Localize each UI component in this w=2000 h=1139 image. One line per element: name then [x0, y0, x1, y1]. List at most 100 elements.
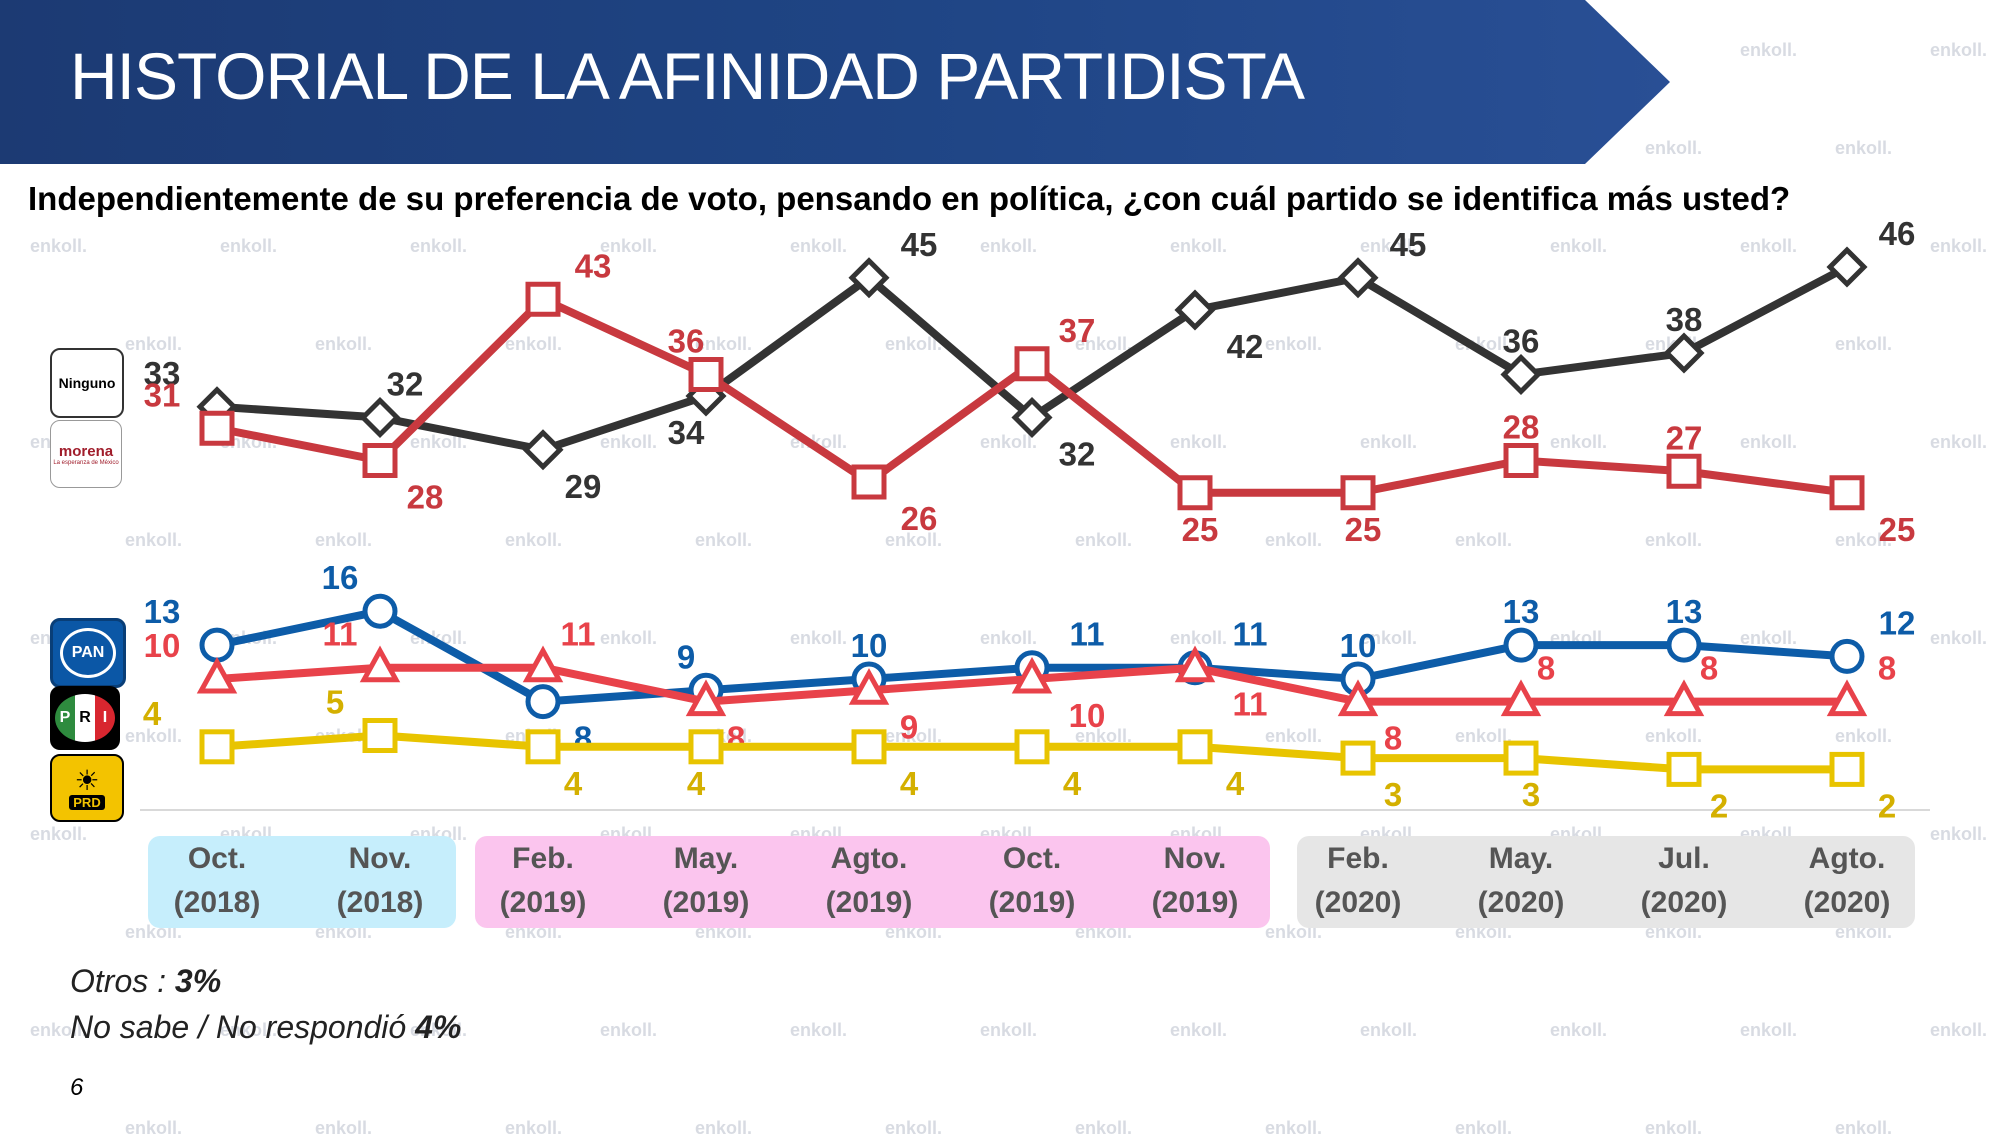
data-point-pan: [1666, 627, 1702, 663]
x-tick-label-year: (2019): [500, 886, 587, 919]
data-label-ninguno: 42: [1227, 328, 1264, 365]
data-point-pri: [1011, 656, 1053, 694]
data-point-pan: [362, 593, 398, 629]
data-point-ninguno: [1663, 332, 1705, 374]
pan-logo: PAN: [50, 618, 126, 688]
period-2019-box: [475, 836, 1270, 928]
title-banner: HISTORIAL DE LA AFINIDAD PARTIDISTA: [0, 0, 1670, 164]
data-label-morena: 28: [407, 479, 444, 516]
data-point-pri: [1174, 645, 1216, 683]
sun-icon: ☀: [74, 764, 100, 796]
x-tick-label-year: (2020): [1641, 886, 1728, 919]
data-point-morena: [362, 443, 398, 478]
x-tick-label-month: May.: [674, 842, 738, 875]
nosabe-label: No sabe / No respondió: [70, 1009, 416, 1045]
x-tick-label-year: (2019): [826, 886, 913, 919]
data-point-morena: [1340, 475, 1376, 511]
data-point-pri: [685, 679, 727, 717]
page-title: HISTORIAL DE LA AFINIDAD PARTIDISTA: [70, 39, 1305, 113]
data-label-pri: 8: [1537, 650, 1555, 687]
watermark-text: enkoll.: [1835, 726, 1893, 746]
prd-logo-text: PRD: [69, 794, 105, 810]
otros-note: Otros : 3%: [70, 958, 461, 1004]
data-label-morena: 28: [1503, 409, 1540, 446]
data-point-prd: [362, 718, 398, 753]
watermark-text: enkoll.: [125, 334, 183, 354]
data-label-pan: 9: [677, 638, 695, 675]
data-label-ninguno: 33: [144, 355, 181, 392]
watermark-text: enkoll.: [1075, 726, 1133, 746]
data-point-ninguno: [1011, 396, 1053, 439]
survey-question: Independientemente de su preferencia de …: [28, 180, 1791, 217]
data-label-pri: 11: [561, 616, 596, 653]
watermark-text: enkoll.: [695, 334, 753, 354]
data-label-morena: 37: [1059, 312, 1096, 349]
data-point-pri: [196, 656, 238, 694]
data-label-pan: 10: [851, 627, 888, 664]
watermark-text: enkoll.: [410, 1020, 468, 1040]
watermark-text: enkoll.: [1360, 236, 1418, 256]
data-label-morena: 26: [901, 500, 938, 537]
data-point-ninguno: [1337, 257, 1379, 299]
watermark-text: enkoll.: [790, 1020, 848, 1040]
data-label-pan: 13: [1503, 593, 1540, 630]
data-label-pri: 8: [727, 720, 745, 757]
x-tick-label-year: (2019): [1152, 886, 1239, 919]
data-label-prd: 2: [1878, 787, 1896, 824]
x-tick-label-year: (2019): [663, 886, 750, 919]
data-point-ninguno: [1826, 246, 1868, 288]
data-label-prd: 4: [143, 695, 162, 732]
watermark-text: enkoll.: [885, 334, 943, 354]
watermark-text: enkoll.: [1740, 40, 1798, 60]
data-label-ninguno: 32: [1059, 436, 1096, 473]
watermark-text: enkoll.: [980, 432, 1038, 452]
data-label-ninguno: 45: [901, 226, 938, 263]
watermark-text: enkoll.: [1835, 138, 1893, 158]
data-point-prd: [1340, 740, 1376, 776]
data-point-prd: [1177, 729, 1213, 765]
period-2020-box: [1297, 836, 1915, 928]
watermark-text: enkoll.: [1170, 432, 1228, 452]
x-tick-label-month: Agto.: [1809, 842, 1886, 875]
pri-logo-letter-p: P: [55, 694, 75, 742]
data-point-pan: [199, 627, 235, 663]
data-label-prd: 4: [1063, 765, 1082, 802]
data-point-morena: [1177, 475, 1213, 511]
data-label-pan: 13: [1666, 593, 1703, 630]
data-point-prd: [851, 729, 887, 765]
watermark-text: enkoll.: [1740, 432, 1798, 452]
watermark-text: enkoll.: [1835, 530, 1893, 550]
watermark-text: enkoll.: [1740, 236, 1798, 256]
watermark-text: enkoll.: [790, 628, 848, 648]
data-label-morena: 31: [144, 376, 181, 413]
data-label-ninguno: 34: [668, 414, 705, 451]
data-point-pan: [1829, 638, 1865, 674]
watermark-text: enkoll.: [505, 334, 563, 354]
watermark-text: enkoll.: [885, 726, 943, 746]
data-point-ninguno: [848, 257, 890, 299]
footnotes: Otros : 3% No sabe / No respondió 4%: [70, 958, 461, 1050]
watermark-text: enkoll.: [1930, 628, 1988, 648]
watermark-text: enkoll.: [1170, 236, 1228, 256]
data-point-prd: [1829, 751, 1865, 787]
data-label-ninguno: 46: [1879, 215, 1916, 252]
data-label-morena: 27: [1666, 419, 1703, 456]
x-tick-label-month: Jul.: [1658, 842, 1710, 875]
ninguno-legend: Ninguno: [50, 348, 124, 418]
data-label-morena: 36: [668, 323, 705, 360]
pri-logo-letter-r: R: [75, 694, 95, 742]
data-label-morena: 43: [575, 247, 612, 284]
x-tick-label-month: Agto.: [831, 842, 908, 875]
watermark-text: enkoll.: [790, 236, 848, 256]
watermark-text: enkoll.: [600, 628, 658, 648]
watermark-text: enkoll.: [600, 1020, 658, 1040]
x-tick-label-month: May.: [1489, 842, 1553, 875]
x-tick-label-year: (2019): [989, 886, 1076, 919]
period-2018-box: [148, 836, 456, 928]
data-point-prd: [688, 729, 724, 765]
watermark-text: enkoll.: [1170, 1020, 1228, 1040]
data-label-prd: 4: [564, 765, 583, 802]
data-point-morena: [1014, 346, 1050, 382]
data-label-pan: 11: [1070, 616, 1105, 653]
data-label-pri: 8: [1700, 650, 1718, 687]
